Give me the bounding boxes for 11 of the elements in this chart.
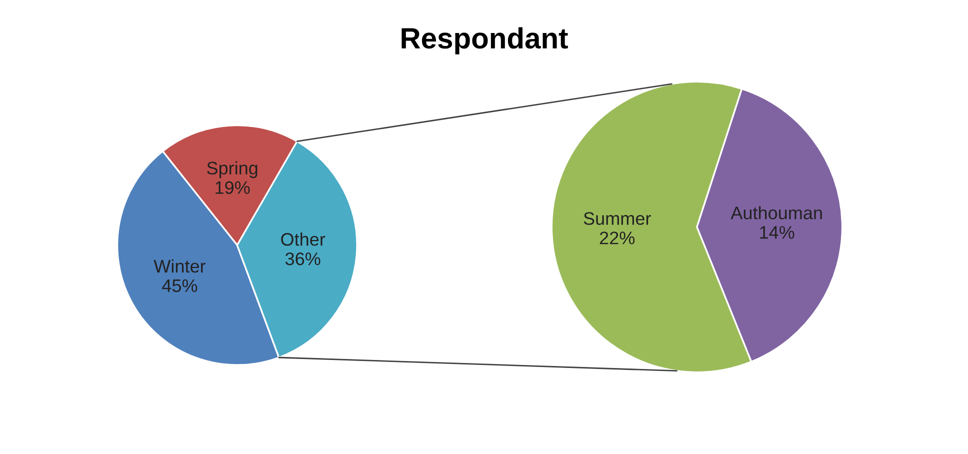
data-label: 22% — [600, 232, 635, 244]
slice-label: Winter — [154, 259, 206, 273]
data-label: 45% — [162, 279, 198, 292]
slice-label: Other — [281, 232, 326, 246]
slice-label: Spring — [207, 161, 258, 178]
data-label: 36% — [285, 252, 320, 266]
slice-label: Authouman — [730, 206, 822, 220]
data-label: 14% — [760, 226, 794, 239]
text: Respondant — [402, 27, 568, 54]
data-label: 19% — [216, 181, 250, 194]
slice-label: Summer — [584, 212, 651, 225]
